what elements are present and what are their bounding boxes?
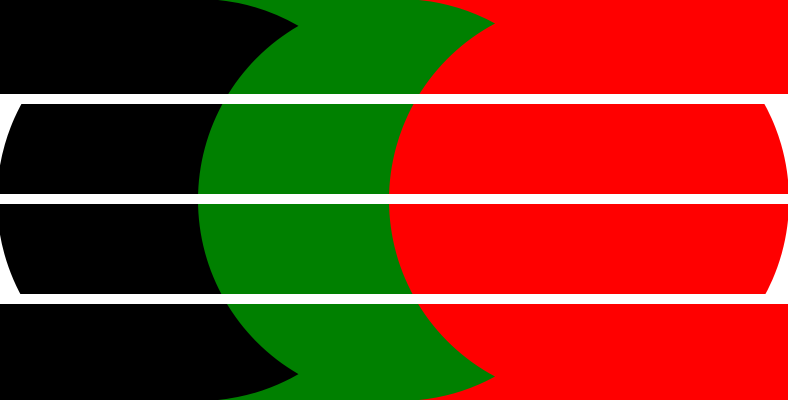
left-edge-wedge-shape bbox=[0, 94, 28, 304]
right-edge-wedge-shape bbox=[758, 94, 788, 304]
white-stripe bbox=[0, 194, 788, 204]
white-stripes-group bbox=[0, 94, 788, 304]
white-stripe bbox=[0, 94, 788, 104]
white-stripe bbox=[0, 294, 788, 304]
